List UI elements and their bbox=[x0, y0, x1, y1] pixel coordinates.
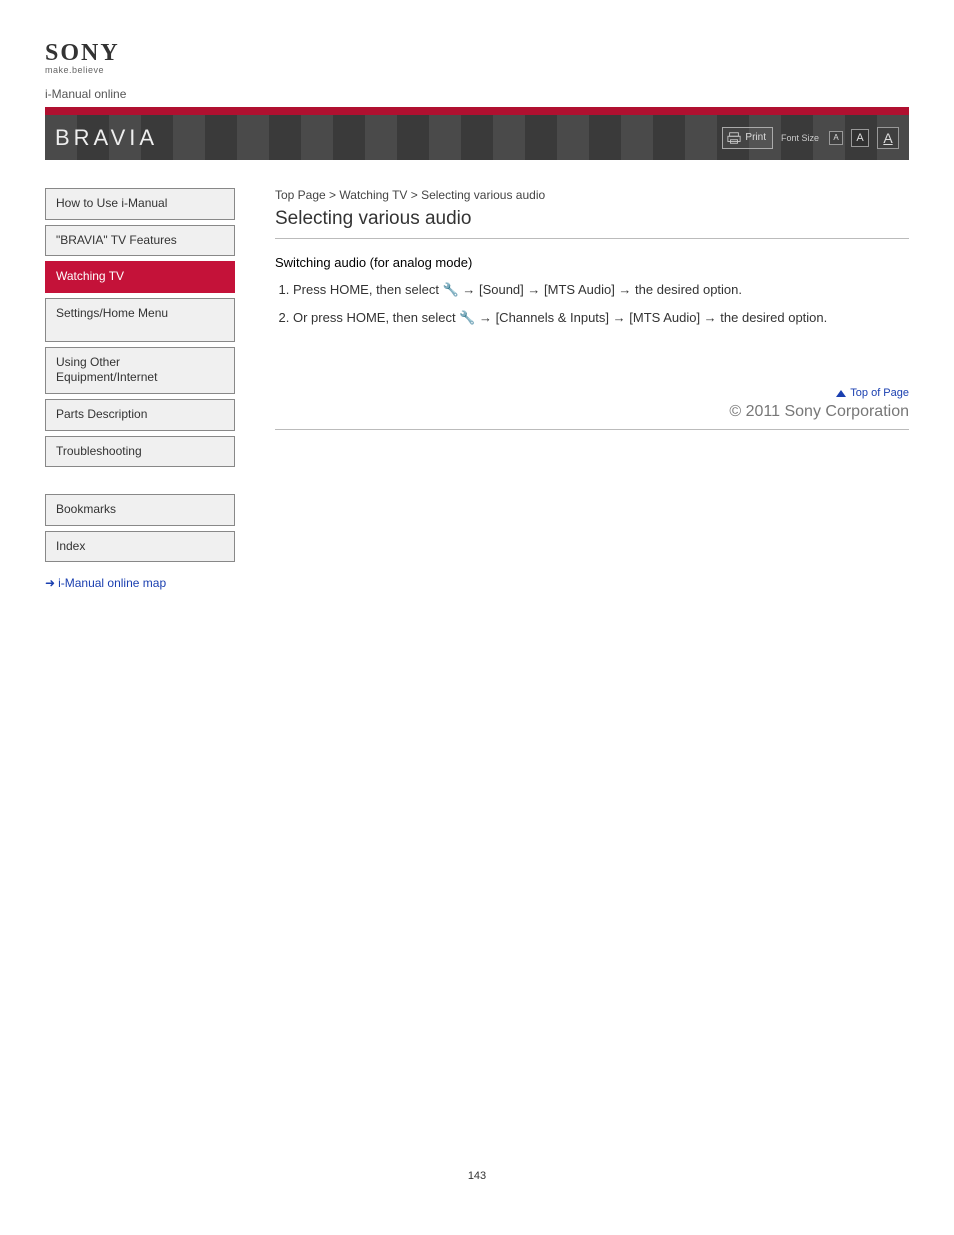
instruction-heading: Switching audio (for analog mode) bbox=[275, 255, 909, 270]
font-medium-button[interactable]: A bbox=[851, 129, 869, 147]
print-icon bbox=[727, 131, 741, 145]
font-size-label: Font Size bbox=[781, 133, 819, 143]
breadcrumb: Top Page > Watching TV > Selecting vario… bbox=[275, 188, 909, 202]
sidebar-item-2[interactable]: Watching TV bbox=[45, 261, 235, 293]
page-title: Selecting various audio bbox=[275, 208, 909, 230]
main-content: Top Page > Watching TV > Selecting vario… bbox=[275, 188, 909, 590]
sidebar-item-7[interactable]: Bookmarks bbox=[45, 494, 235, 526]
sidebar-item-0[interactable]: How to Use i-Manual bbox=[45, 188, 235, 220]
logo-tagline: make.believe bbox=[45, 65, 909, 75]
logo-text: SONY bbox=[45, 40, 909, 67]
triangle-up-icon bbox=[836, 390, 846, 397]
sidebar-item-3[interactable]: Settings/Home Menu bbox=[45, 298, 235, 342]
sidebar-item-5[interactable]: Parts Description bbox=[45, 399, 235, 431]
title-divider bbox=[275, 238, 909, 239]
font-large-button[interactable]: A bbox=[877, 127, 899, 149]
top-of-page-link[interactable]: Top of Page bbox=[836, 387, 909, 399]
print-button[interactable]: Print bbox=[722, 127, 773, 149]
product-subtitle: i-Manual online bbox=[45, 87, 909, 101]
top-link-label: Top of Page bbox=[850, 387, 909, 399]
sidebar-nav: How to Use i-Manual "BRAVIA" TV Features W… bbox=[45, 188, 235, 590]
footer-divider bbox=[275, 429, 909, 430]
instruction-step: Or press HOME, then select 🔧 → [Channels… bbox=[293, 308, 909, 328]
band-brand: BRAVIA bbox=[55, 125, 158, 151]
manual-map-link[interactable]: ➜i-Manual online map bbox=[45, 576, 235, 590]
header-band: BRAVIA Print Font Size A A A bbox=[45, 115, 909, 160]
sidebar-item-6[interactable]: Troubleshooting bbox=[45, 436, 235, 468]
sidebar-item-4[interactable]: Using Other Equipment/Internet bbox=[45, 347, 235, 394]
font-small-button[interactable]: A bbox=[829, 131, 843, 145]
instruction-step: Press HOME, then select 🔧 → [Sound] → [M… bbox=[293, 280, 909, 300]
page-number: 143 bbox=[45, 1170, 909, 1182]
print-label: Print bbox=[745, 132, 766, 143]
arrow-right-icon: ➜ bbox=[45, 576, 55, 590]
accent-bar bbox=[45, 107, 909, 115]
sidebar-item-1[interactable]: "BRAVIA" TV Features bbox=[45, 225, 235, 257]
sidebar-item-8[interactable]: Index bbox=[45, 531, 235, 563]
copyright-text: © 2011 Sony Corporation bbox=[275, 403, 909, 421]
brand-logo: SONY make.believe bbox=[45, 40, 909, 75]
instruction-list: Press HOME, then select 🔧 → [Sound] → [M… bbox=[275, 280, 909, 327]
